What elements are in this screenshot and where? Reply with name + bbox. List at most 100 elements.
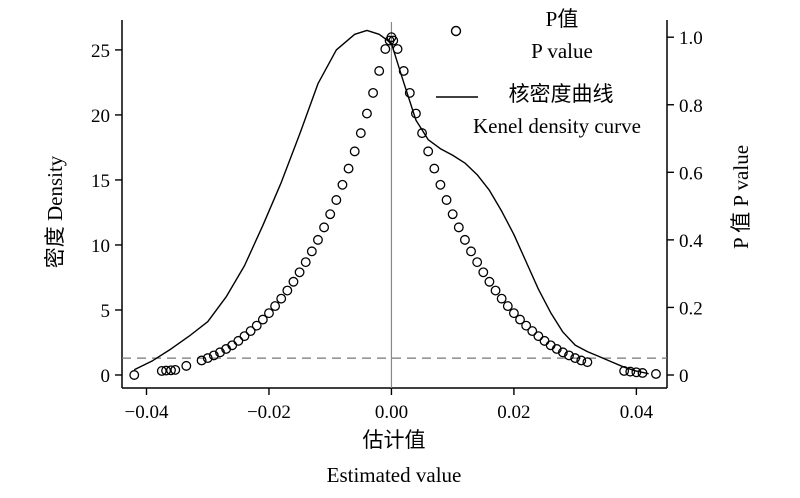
p-value-point [466,246,476,257]
x-axis-title-cn: 估计值 [363,428,426,452]
legend-density-label-cn: 核密度曲线 [509,82,614,106]
p-value-point [484,276,495,287]
p-value-point [453,222,464,233]
x-tick-label: −0.04 [125,402,169,423]
p-value-point [502,301,513,312]
p-value-point [388,35,399,46]
p-value-point [576,355,587,366]
left-y-tick-label: 25 [91,41,110,62]
right-y-tick-label: 0.4 [679,231,703,252]
p-value-point [651,369,661,379]
p-value-point [343,163,354,174]
p-value-point [429,163,440,174]
right-y-tick-label: 0.6 [679,163,703,184]
p-value-point [257,314,268,325]
p-value-point [202,353,213,364]
left-y-tick-label: 0 [101,366,111,387]
x-tick-label: 0.04 [620,402,654,423]
p-value-point [170,364,181,375]
x-axis-ticks: −0.04 −0.02 0.00 0.02 0.04 [125,388,654,423]
p-value-point [490,285,501,296]
p-value-point [417,128,428,139]
left-y-axis-title: 密度 Density [43,155,67,268]
p-value-point [355,128,366,139]
p-value-point [410,108,421,119]
left-y-tick-label: 15 [91,171,110,192]
p-value-points-layer [129,32,661,380]
p-value-point [625,366,636,377]
density-curve-layer [133,29,649,375]
p-value-point [631,367,642,378]
p-value-point [478,267,489,278]
legend-pvalue-label-cn: P值 [546,7,579,31]
p-value-point [392,44,403,54]
p-value-point [196,355,207,366]
p-value-point [319,222,330,233]
p-value-point [282,285,293,296]
x-axis-title-en: Estimated value [327,463,462,487]
p-value-point [264,308,274,319]
p-value-point [539,335,550,346]
p-value-point [325,209,336,220]
density-curve-line [133,29,649,375]
right-y-tick-label: 1.0 [679,28,703,49]
p-value-point [251,320,262,331]
left-y-tick-label: 20 [91,106,110,127]
p-value-point [208,350,219,361]
p-value-point [398,66,409,76]
p-value-point [508,308,519,319]
p-value-point [313,234,323,245]
p-value-point [239,331,250,342]
p-value-point [557,347,568,358]
right-y-tick-label: 0.8 [679,96,703,117]
p-value-point [423,146,434,157]
p-value-point [245,326,256,337]
p-value-point [533,331,544,342]
p-value-point [349,146,360,157]
p-value-point [337,179,348,190]
right-y-axis-title: P 值 P value [729,145,753,249]
legend-density-label-en: Kenel density curve [473,114,641,138]
legend-pvalue-label-en: P value [531,39,593,63]
p-value-point [276,293,287,304]
right-y-axis-ticks: 0 0.2 0.4 0.6 0.8 1.0 [667,28,703,387]
p-value-point [306,246,317,257]
p-value-point [374,66,385,76]
p-value-point [564,350,574,361]
legend: P值 P value 核密度曲线 Kenel density curve [436,7,641,138]
p-value-point [447,209,458,220]
p-value-point [527,326,538,337]
p-value-point [300,257,311,268]
p-value-point [472,257,483,268]
right-y-tick-label: 0.2 [679,298,703,319]
p-value-point [368,87,379,98]
p-value-point [570,353,581,364]
p-value-point [361,108,372,119]
left-y-tick-label: 5 [101,301,111,322]
p-value-point [129,370,140,380]
p-value-point [331,195,342,205]
x-tick-label: 0.02 [497,402,530,423]
x-tick-label: −0.02 [247,402,291,423]
p-value-point [270,301,281,312]
p-value-point [435,179,446,190]
p-value-point [521,320,532,331]
p-value-point [496,293,507,304]
p-value-point [459,234,470,245]
left-y-axis-ticks: 0 5 10 15 20 25 [91,41,122,387]
x-tick-label: 0.00 [375,402,408,423]
p-value-point [582,357,593,368]
p-value-point [637,368,648,378]
p-value-point [166,365,176,376]
p-value-point [619,365,630,376]
p-value-point [181,360,192,371]
p-value-point [380,44,391,54]
plot-frame [121,20,668,389]
p-value-point [294,267,305,278]
p-value-point [515,314,525,325]
legend-circle-symbol [450,25,462,37]
p-value-point [233,335,244,346]
right-y-tick-label: 0 [679,366,689,387]
left-y-tick-label: 10 [91,236,110,257]
